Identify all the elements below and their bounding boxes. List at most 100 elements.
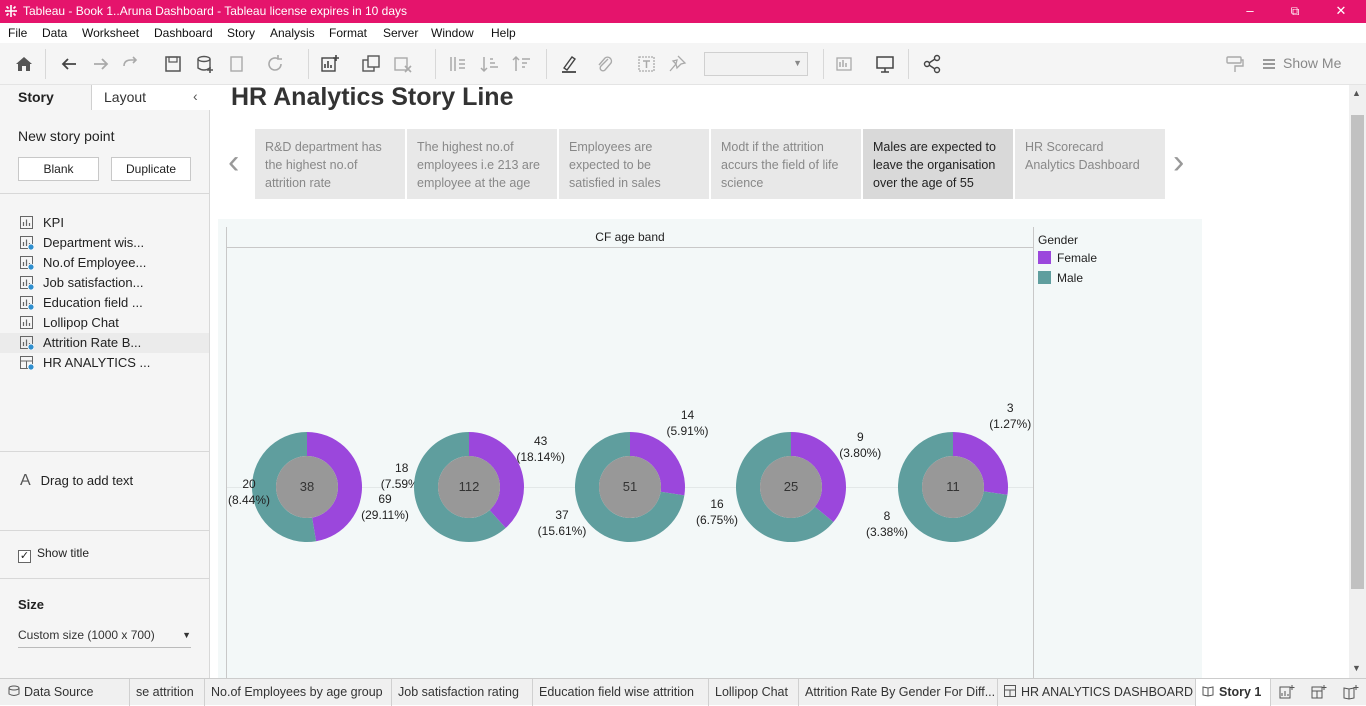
undo-icon[interactable] [58, 53, 80, 75]
show-me-button[interactable]: Show Me [1283, 55, 1342, 71]
drag-text-item[interactable]: A Drag to add text [20, 472, 133, 490]
male-slice[interactable] [251, 432, 317, 542]
save-icon[interactable] [162, 53, 184, 75]
legend-item-female[interactable]: Female [1038, 251, 1097, 271]
close-button[interactable]: ✕ [1335, 3, 1347, 18]
menu-window[interactable]: Window [431, 26, 474, 40]
scroll-thumb[interactable] [1351, 115, 1364, 589]
sheet-item[interactable]: Department wis... [0, 233, 209, 253]
sheet-item[interactable]: Attrition Rate B... [0, 333, 209, 353]
donut-chart[interactable]: 112 [413, 431, 525, 543]
story-point-4[interactable]: Modt if the attrition accurs the field o… [711, 129, 861, 199]
tab-data-source[interactable]: Data Source [0, 679, 130, 706]
replay-icon[interactable] [120, 53, 154, 75]
sheet-item-label: Job satisfaction... [43, 275, 144, 290]
tab-layout[interactable]: Layout [92, 85, 210, 110]
pause-icon[interactable] [226, 53, 248, 75]
new-story-icon[interactable] [1343, 684, 1359, 700]
show-cards-icon[interactable] [835, 53, 857, 75]
next-story-point-arrow[interactable]: › [1173, 143, 1185, 181]
home-icon[interactable] [13, 53, 35, 75]
highlight-icon[interactable] [558, 53, 580, 75]
legend-label-female: Female [1057, 251, 1098, 265]
scroll-up-icon[interactable]: ▲ [1352, 88, 1361, 98]
attach-icon[interactable] [594, 53, 616, 75]
male-slice[interactable] [575, 432, 685, 542]
sheet-item[interactable]: KPI [0, 213, 209, 233]
sheet-item[interactable]: No.of Employee... [0, 253, 209, 273]
clear-icon[interactable] [392, 53, 414, 75]
share-icon[interactable] [921, 53, 943, 75]
menu-data[interactable]: Data [42, 26, 68, 40]
menu-dashboard[interactable]: Dashboard [154, 26, 213, 40]
tab-hr-analytics-dashboard[interactable]: HR ANALYTICS DASHBOARD [998, 679, 1196, 706]
female-slice[interactable] [307, 432, 362, 542]
new-datasource-icon[interactable] [194, 53, 216, 75]
female-slice[interactable] [469, 432, 524, 529]
collapse-panel-icon[interactable]: ‹ [193, 88, 198, 104]
sheet-item[interactable]: HR ANALYTICS ... [0, 353, 209, 373]
story-point-5[interactable]: Males are expected to leave the organisa… [863, 129, 1013, 199]
donut-center [276, 456, 338, 518]
tab-story[interactable]: Story [0, 85, 92, 110]
story-point-3[interactable]: Employees are expected to be satisfied i… [559, 129, 709, 199]
donut-total-label: 11 [946, 479, 960, 494]
scroll-down-icon[interactable]: ▼ [1352, 663, 1361, 673]
legend-item-male[interactable]: Male [1038, 271, 1097, 291]
redo-icon[interactable] [90, 53, 112, 75]
male-slice[interactable] [898, 432, 1008, 542]
donut-chart[interactable]: 38 [251, 431, 363, 543]
presentation-icon[interactable] [874, 53, 896, 75]
tab-education-field[interactable]: Education field wise attrition [533, 679, 709, 706]
tab-story-1[interactable]: Story 1 [1196, 679, 1271, 706]
tab-attrition[interactable]: se attrition [130, 679, 205, 706]
minimize-button[interactable]: – [1246, 3, 1254, 18]
show-title-checkbox[interactable]: ✓ Show title [18, 546, 89, 563]
format-painter-icon[interactable] [1224, 53, 1246, 75]
story-point-6[interactable]: HR Scorecard Analytics Dashboard [1015, 129, 1165, 199]
sheet-item[interactable]: Lollipop Chat [0, 313, 209, 333]
sheet-item[interactable]: Education field ... [0, 293, 209, 313]
tab-employees-by-age[interactable]: No.of Employees by age group [205, 679, 392, 706]
menu-format[interactable]: Format [329, 26, 368, 40]
tab-attrition-by-gender[interactable]: Attrition Rate By Gender For Diff... [799, 679, 998, 706]
tab-lollipop-chat[interactable]: Lollipop Chat [709, 679, 799, 706]
blank-button[interactable]: Blank [18, 157, 99, 181]
new-dashboard-icon[interactable] [1311, 684, 1327, 700]
new-worksheet-icon[interactable] [319, 53, 341, 75]
menu-file[interactable]: File [8, 26, 28, 40]
menu-help[interactable]: Help [491, 26, 516, 40]
donut-chart[interactable]: 11 [897, 431, 1009, 543]
menu-analysis[interactable]: Analysis [270, 26, 315, 40]
sheet-item-label: Lollipop Chat [43, 315, 119, 330]
male-data-label: 37 (15.61%) [538, 507, 587, 539]
size-select[interactable]: Custom size (1000 x 700) ▼ [18, 628, 191, 648]
swap-icon[interactable] [446, 53, 468, 75]
vertical-scrollbar[interactable]: ▲ ▼ [1349, 85, 1366, 678]
menu-server[interactable]: Server [383, 26, 419, 40]
donut-chart[interactable]: 51 [574, 431, 686, 543]
duplicate-button[interactable]: Duplicate [111, 157, 191, 181]
story-point-1[interactable]: R&D department has the highest no.of att… [255, 129, 405, 199]
fit-dropdown[interactable]: ▼ [704, 52, 808, 76]
female-slice[interactable] [630, 432, 685, 496]
label-icon[interactable] [636, 53, 658, 75]
male-slice[interactable] [736, 432, 834, 542]
tab-job-satisfaction[interactable]: Job satisfaction rating [392, 679, 533, 706]
donut-chart[interactable]: 25 [735, 431, 847, 543]
menu-story[interactable]: Story [227, 26, 256, 40]
female-slice[interactable] [953, 432, 1008, 495]
sort-desc-icon[interactable] [511, 53, 533, 75]
sheet-item[interactable]: Job satisfaction... [0, 273, 209, 293]
previous-story-point-arrow[interactable]: ‹ [228, 143, 240, 181]
story-point-2[interactable]: The highest no.of employees i.e 213 are … [407, 129, 557, 199]
restore-button[interactable]: ⧉ [1290, 4, 1300, 18]
new-worksheet-icon[interactable] [1279, 684, 1295, 700]
duplicate-icon[interactable] [360, 53, 382, 75]
female-slice[interactable] [791, 432, 846, 523]
pin-icon[interactable] [666, 53, 688, 75]
male-slice[interactable] [414, 432, 506, 542]
sort-asc-icon[interactable] [479, 53, 501, 75]
menu-worksheet[interactable]: Worksheet [82, 26, 140, 40]
refresh-icon[interactable] [264, 53, 286, 75]
